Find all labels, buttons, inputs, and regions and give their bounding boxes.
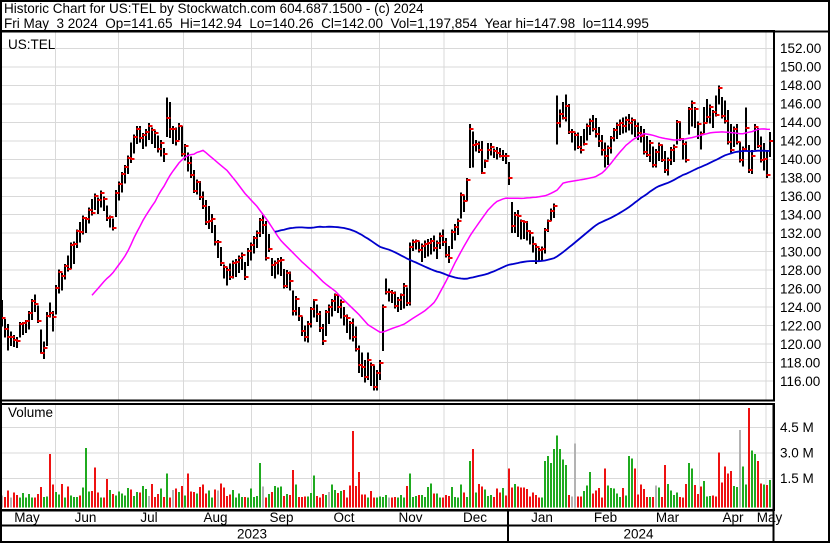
svg-text:Volume: Volume: [8, 405, 53, 420]
svg-text:140.00: 140.00: [780, 152, 821, 167]
svg-text:Sep: Sep: [269, 510, 293, 525]
svg-text:Fri May 3 2024 Op=141.65 Hi: Fri May 3 2024 Op=141.65 Hi=142.94 Lo=14…: [4, 16, 649, 31]
svg-text:132.00: 132.00: [780, 226, 821, 241]
svg-text:130.00: 130.00: [780, 244, 821, 259]
svg-text:134.00: 134.00: [780, 207, 821, 222]
svg-text:Dec: Dec: [463, 510, 487, 525]
svg-text:Jan: Jan: [531, 510, 553, 525]
svg-text:May: May: [757, 510, 783, 525]
svg-text:Nov: Nov: [398, 510, 422, 525]
svg-text:Jul: Jul: [140, 510, 157, 525]
svg-text:124.00: 124.00: [780, 300, 821, 315]
svg-text:Oct: Oct: [333, 510, 354, 525]
svg-text:128.00: 128.00: [780, 263, 821, 278]
svg-text:1.5 M: 1.5 M: [780, 471, 814, 486]
svg-text:138.00: 138.00: [780, 170, 821, 185]
svg-text:2024: 2024: [623, 527, 654, 542]
svg-text:US:TEL: US:TEL: [8, 37, 56, 52]
svg-text:2023: 2023: [237, 527, 267, 542]
svg-text:118.00: 118.00: [780, 355, 820, 370]
svg-text:150.00: 150.00: [780, 59, 821, 74]
svg-text:Mar: Mar: [656, 510, 680, 525]
svg-text:142.00: 142.00: [780, 133, 821, 148]
svg-text:May: May: [14, 510, 40, 525]
svg-text:146.00: 146.00: [780, 96, 821, 111]
svg-text:126.00: 126.00: [780, 281, 821, 296]
svg-text:Historic Chart for US:TEL by S: Historic Chart for US:TEL by Stockwatch.…: [4, 1, 424, 16]
svg-text:Feb: Feb: [594, 510, 617, 525]
svg-text:Aug: Aug: [203, 510, 227, 525]
svg-text:144.00: 144.00: [780, 115, 821, 130]
svg-text:152.00: 152.00: [780, 41, 821, 56]
svg-text:3.0 M: 3.0 M: [780, 446, 814, 461]
svg-text:136.00: 136.00: [780, 189, 821, 204]
svg-text:116.00: 116.00: [780, 374, 820, 389]
svg-text:122.00: 122.00: [780, 318, 821, 333]
svg-text:Apr: Apr: [722, 510, 744, 525]
svg-text:Jun: Jun: [75, 510, 97, 525]
svg-text:4.5 M: 4.5 M: [780, 420, 814, 435]
svg-text:120.00: 120.00: [780, 337, 821, 352]
svg-text:148.00: 148.00: [780, 78, 821, 93]
